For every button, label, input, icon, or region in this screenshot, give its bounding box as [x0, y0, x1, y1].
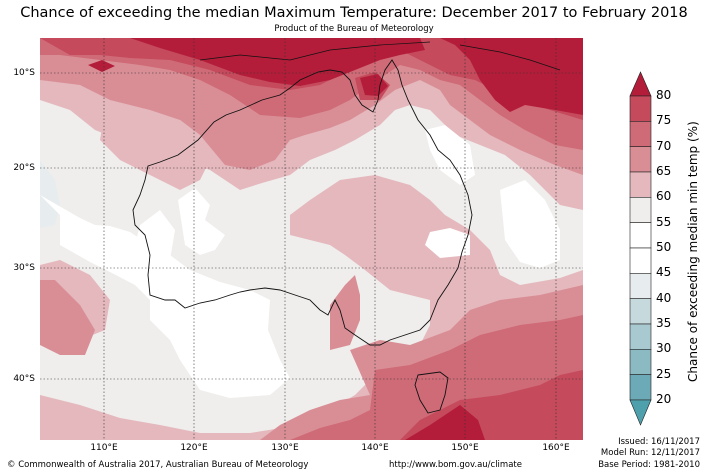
colorbar-band-40-45 — [629, 273, 652, 299]
band-65-70-sa — [330, 275, 360, 350]
lat-label-30s: 30°S — [13, 263, 35, 273]
band-50-55-tasman — [500, 180, 560, 268]
colorbar-band-35-40 — [629, 298, 652, 325]
lon-label-120e: 120°E — [180, 443, 208, 453]
model-run-date: Model Run: 12/11/2017 — [600, 448, 700, 458]
lon-label-140e: 140°E — [361, 443, 389, 453]
band-50-55-interior — [178, 188, 225, 255]
band-55-60-south — [40, 270, 330, 432]
lat-label-10s: 10°S — [13, 68, 35, 78]
map-title: Chance of exceeding the median Maximum T… — [20, 5, 688, 21]
band-50-55-coast — [135, 210, 175, 262]
band-over-80-coral — [440, 38, 583, 115]
colorbar-tick-30: 30 — [656, 341, 672, 356]
colorbar-band-70-75 — [629, 121, 652, 147]
colorbar-band-50-55 — [629, 222, 652, 249]
colorbar-tick-75: 75 — [656, 113, 672, 128]
tasmania-coastline — [414, 371, 449, 414]
band-over-80-gulf — [360, 74, 388, 96]
lon-label-160e: 160°E — [542, 443, 570, 453]
band-over-80-timor — [130, 38, 425, 86]
lon-label-150e: 150°E — [451, 443, 479, 453]
lat-label-40s: 40°S — [13, 374, 35, 384]
bom-url-link[interactable]: http://www.bom.gov.au/climate — [389, 460, 522, 470]
band-over-80-indian — [88, 60, 115, 72]
colorbar — [629, 71, 652, 426]
lat-label-20s: 20°S — [13, 163, 35, 173]
colorbar-band-75-80 — [629, 95, 652, 122]
colorbar-tick-35: 35 — [656, 316, 672, 330]
colorbar-tick-40: 40 — [656, 290, 672, 305]
colorbar-band-65-70 — [629, 146, 652, 173]
band-50-55-nsw — [425, 228, 470, 258]
base-period: Base Period: 1981-2010 — [598, 460, 700, 470]
colorbar-band-60-65 — [629, 171, 652, 198]
colorbar-band-45-50 — [629, 247, 652, 274]
band-50-55-qld — [425, 125, 475, 185]
colorbar-tick-65: 65 — [656, 164, 672, 178]
map-subtitle: Product of the Bureau of Meteorology — [274, 24, 434, 34]
copyright-text: © Commonwealth of Australia 2017, Austra… — [7, 460, 309, 470]
colorbar-over-triangle — [629, 71, 652, 97]
colorbar-tick-55: 55 — [656, 214, 672, 229]
colorbar-band-20-25 — [629, 374, 652, 401]
colorbar-tick-20: 20 — [656, 392, 672, 406]
colorbar-tick-50: 50 — [656, 240, 672, 254]
contour-fill — [40, 38, 583, 440]
colorbar-under-triangle — [629, 399, 652, 426]
colorbar-band-55-60 — [629, 197, 652, 223]
band-60-65-nw — [100, 110, 210, 190]
colorbar-tick-45: 45 — [656, 265, 672, 280]
colorbar-band-25-30 — [629, 349, 652, 375]
band-65-70-west — [40, 280, 95, 355]
issued-date: Issued: 16/11/2017 — [618, 437, 700, 447]
lon-label-110e: 110°E — [90, 443, 118, 453]
colorbar-band-30-35 — [629, 323, 652, 350]
band-40-45 — [40, 160, 60, 228]
colorbar-tick-25: 25 — [656, 366, 672, 381]
colorbar-tick-70: 70 — [656, 138, 672, 153]
lon-label-130e: 130°E — [271, 443, 299, 453]
graticule — [40, 38, 583, 440]
australia-coastline — [132, 59, 473, 346]
islands-coastline — [199, 41, 561, 71]
colorbar-tick-60: 60 — [656, 189, 672, 204]
colorbar-label: Chance of exceeding median min temp (%) — [686, 121, 700, 382]
band-50-55-west — [40, 195, 290, 398]
colorbar-tick-80: 80 — [656, 88, 672, 102]
